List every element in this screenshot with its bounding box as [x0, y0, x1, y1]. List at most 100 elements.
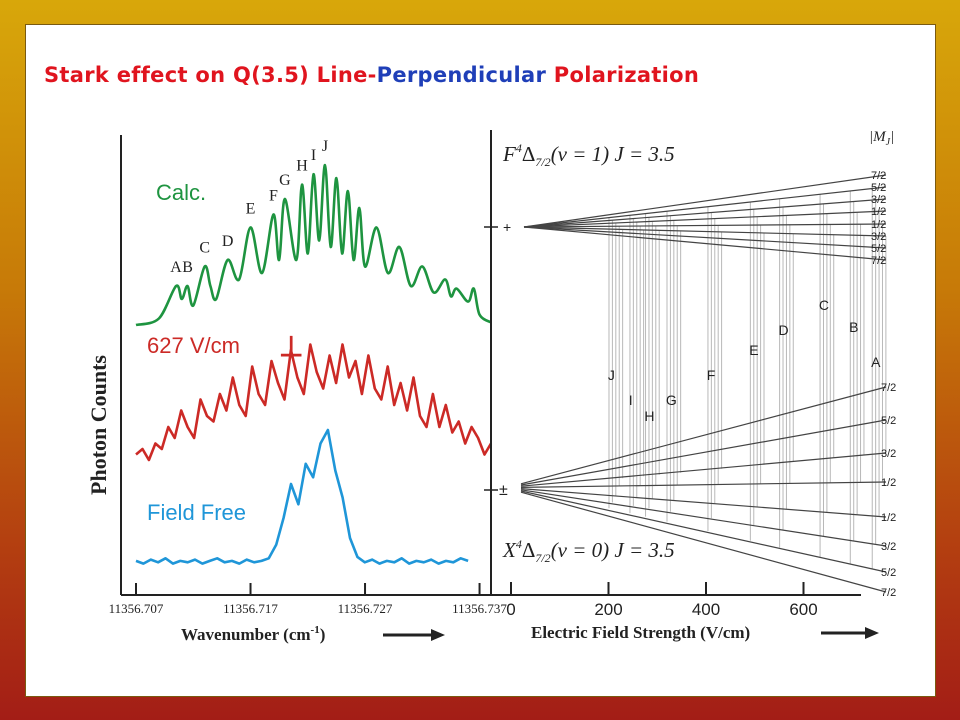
upper-zero-symbol: + [503, 219, 511, 235]
mj-labels: 7/25/23/21/21/23/25/27/27/25/23/21/21/23… [871, 170, 896, 599]
spectrum-y-label: Photon Counts [86, 355, 111, 495]
legend-field-free: Field Free [147, 500, 246, 525]
lower-mj-label: 7/2 [881, 587, 896, 599]
upper-mj-label: 5/2 [871, 182, 886, 194]
upper-level-line [523, 186, 887, 228]
stark-tick-label: 600 [789, 600, 817, 619]
mj-header-sub: J [886, 137, 891, 148]
legend-627: 627 V/cm [147, 333, 240, 358]
title-part-perpendicular: Perpendicular [376, 63, 547, 87]
transition-lines [608, 188, 887, 569]
upper-mj-label: 3/2 [871, 194, 886, 206]
upper-mj-label: 5/2 [871, 243, 886, 255]
transition-label-A: A [871, 354, 881, 370]
transition-label-B: B [849, 319, 858, 335]
upper-label-sub: 7/2 [535, 155, 550, 169]
upper-state-label: F4Δ7/2(v = 1) J = 3.5 [502, 141, 675, 169]
slide-title: Stark effect on Q(3.5) Line-Perpendicula… [44, 63, 699, 87]
lower-level-line [520, 481, 887, 488]
transition-label-H: H [644, 408, 654, 424]
lower-label-sup: 4 [516, 537, 522, 551]
peak-label: D [222, 233, 234, 250]
peak-label: H [296, 158, 308, 175]
upper-level-line [523, 226, 887, 237]
series-line-1 [135, 343, 493, 462]
lower-mj-label: 5/2 [881, 415, 896, 427]
title-space [546, 63, 554, 87]
transition-label-I: I [629, 392, 633, 408]
lower-state-label: X4Δ7/2(v = 0) J = 3.5 [502, 537, 675, 565]
lower-mj-label: 1/2 [881, 477, 896, 489]
lower-label-sub: 7/2 [535, 551, 550, 565]
peak-label: G [279, 172, 291, 189]
lower-level-line [520, 490, 887, 573]
spectrum-x-arrow [383, 629, 445, 641]
series-line-0 [135, 163, 492, 327]
title-part-1: Stark effect on Q(3.5) Line- [44, 63, 377, 87]
lower-label-pre: X [502, 538, 517, 562]
transition-label-E: E [749, 342, 758, 358]
legend-calc: Calc. [156, 180, 206, 205]
stark-x-arrow [821, 627, 879, 639]
slide: Stark effect on Q(3.5) Line-Perpendicula… [25, 24, 936, 697]
upper-label-mid: Δ [522, 142, 536, 166]
upper-zero-marker: + [484, 219, 511, 235]
spectrum-x-label-main: Wavenumber (cm [181, 625, 311, 644]
lower-mj-label: 3/2 [881, 448, 896, 460]
lower-mj-label: 1/2 [881, 512, 896, 524]
level-lines [520, 174, 887, 593]
upper-mj-label: 1/2 [871, 206, 886, 218]
mj-header-end: | [890, 129, 894, 145]
peak-label: B [182, 259, 193, 276]
series-line-2 [135, 428, 469, 565]
lower-level-line [520, 489, 887, 547]
upper-mj-label: 1/2 [871, 219, 886, 231]
spectrum-tick-label: 11356.707 [109, 601, 164, 616]
upper-label-sup: 4 [516, 141, 522, 155]
transition-label-D: D [778, 322, 788, 338]
upper-level-line [523, 198, 887, 228]
upper-level-line [523, 226, 887, 261]
spectrum-series [135, 163, 493, 565]
lower-label-post: (v = 0) J = 3.5 [551, 538, 675, 562]
peak-label: E [246, 201, 256, 218]
lower-zero-symbol: ± [499, 482, 508, 499]
upper-level-line [523, 223, 887, 228]
stark-x-ticks: 0 200 400 600 [506, 582, 818, 619]
upper-level-line [523, 226, 887, 249]
legend-perp-symbol: ⊥ [279, 331, 303, 362]
upper-label-pre: F [502, 142, 516, 166]
upper-level-line [523, 210, 887, 228]
stark-x-label: Electric Field Strength (V/cm) [531, 623, 750, 642]
lower-level-line [520, 452, 887, 487]
peak-label: J [322, 138, 328, 155]
lower-mj-label: 3/2 [881, 541, 896, 553]
stark-diagram: 0 200 400 600 Electric Field Strength (V/cm… [484, 129, 896, 642]
lower-label-mid: Δ [522, 538, 536, 562]
transition-label-G: G [666, 392, 677, 408]
upper-mj-label: 7/2 [871, 170, 886, 182]
upper-level-line [523, 174, 887, 228]
upper-label-post: (v = 1) J = 3.5 [551, 142, 675, 166]
lower-mj-label: 5/2 [881, 567, 896, 579]
spectrum-tick-label: 11356.737 [452, 601, 507, 616]
peak-label: A [170, 259, 182, 276]
lower-level-line [520, 488, 887, 518]
lower-level-line [520, 386, 887, 485]
mj-header-main: |M [869, 129, 887, 145]
spectrum-x-label-end: ) [320, 625, 326, 644]
lower-level-line [520, 419, 887, 486]
peak-label: I [311, 147, 316, 164]
stark-tick-label: 200 [594, 600, 622, 619]
mj-column-header: |MJ| [869, 129, 894, 148]
spectrum-x-ticks: 11356.707 11356.717 11356.727 11356.737 [109, 583, 507, 616]
lower-level-line [520, 491, 887, 593]
title-part-polarization: Polarization [553, 63, 700, 87]
upper-mj-label: 7/2 [871, 255, 886, 267]
stark-tick-label: 0 [506, 600, 515, 619]
transition-label-J: J [608, 367, 615, 383]
spectrum-x-label: Wavenumber (cm-1) [181, 624, 325, 644]
spectrum-x-label-sup: -1 [311, 624, 320, 636]
